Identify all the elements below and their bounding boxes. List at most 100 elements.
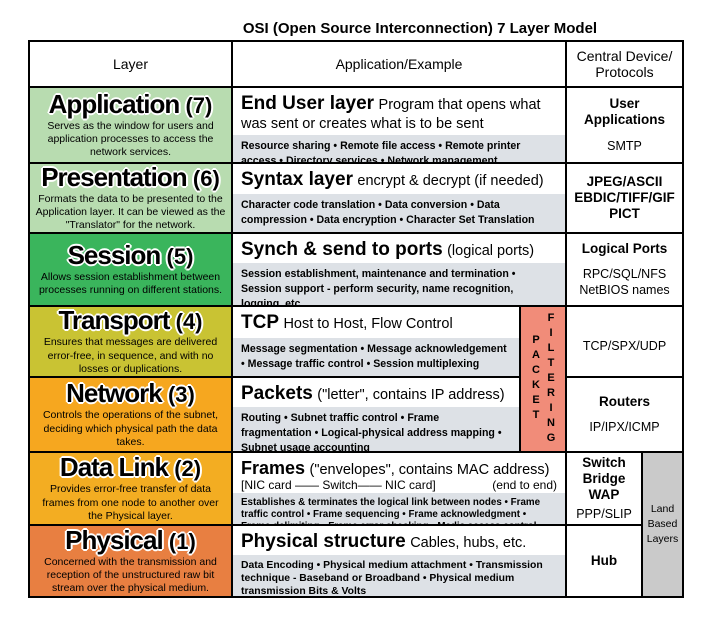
- example-details: Routing • Subnet traffic control • Frame…: [233, 406, 519, 451]
- example-heading: TCP Host to Host, Flow Control: [233, 307, 519, 336]
- device-cell-application: User Applications SMTP: [567, 88, 682, 162]
- layer-title-physical: Physical (1): [65, 526, 196, 555]
- device-label: User Applications: [583, 96, 665, 128]
- layer-description: Controls the operations of the subnet, d…: [42, 409, 219, 448]
- layer-cell-application: Application (7) Serves as the window for…: [30, 88, 231, 162]
- layer-name: Data Link: [59, 453, 169, 483]
- layer-cell-datalink: Data Link (2) Provides error-free transf…: [30, 453, 231, 524]
- example-heading: Synch & send to ports (logical ports): [233, 234, 565, 263]
- device-cell-physical: Hub: [567, 526, 641, 596]
- device-cell-network: Routers IP/IPX/ICMP: [567, 378, 682, 451]
- layer-name: Physical: [65, 526, 164, 555]
- device-cell-session: Logical Ports RPC/SQL/NFS NetBIOS names: [567, 234, 682, 305]
- packet-filtering-cell: PACKET FILTERING: [521, 307, 565, 451]
- layer-number: (3): [167, 382, 195, 408]
- layer-title-presentation: Presentation (6): [41, 164, 220, 191]
- header-application-example: Application/Example: [233, 42, 565, 86]
- header-layer: Layer: [30, 42, 231, 86]
- layer-number: (6): [192, 165, 220, 191]
- example-heading-title: Synch & send to ports: [241, 239, 443, 260]
- layer-number: (1): [168, 528, 196, 554]
- osi-model-table: Layer Application/Example Central Device…: [28, 40, 684, 598]
- device-label: Routers: [598, 393, 650, 409]
- example-details: Character code translation • Data conver…: [233, 194, 565, 232]
- protocols-label: SMTP: [607, 138, 642, 153]
- layer-title-application: Application (7): [48, 88, 213, 119]
- example-heading: Frames ("envelopes", contains MAC addres…: [233, 453, 565, 479]
- device-cell-presentation: JPEG/ASCII EBDIC/TIFF/GIF PICT: [567, 164, 682, 232]
- device-label: JPEG/ASCII EBDIC/TIFF/GIF PICT: [574, 173, 675, 222]
- layer-title-session: Session (5): [67, 239, 194, 270]
- example-heading-note: Cables, hubs, etc.: [410, 535, 527, 551]
- layer-cell-transport: Transport (4) Ensures that messages are …: [30, 307, 231, 376]
- device-label: Logical Ports: [581, 240, 668, 256]
- protocols-label: RPC/SQL/NFS NetBIOS names: [579, 266, 670, 298]
- layer-name: Presentation: [41, 164, 187, 192]
- layer-description: Formats the data to be presented to the …: [35, 192, 226, 232]
- device-label: Switch Bridge WAP: [582, 455, 626, 503]
- example-details: Message segmentation • Message acknowled…: [233, 338, 519, 376]
- example-details: Session establishment, maintenance and t…: [233, 262, 565, 305]
- example-heading: Packets ("letter", contains IP address): [233, 378, 519, 407]
- device-label: Hub: [590, 552, 618, 568]
- example-heading-title: TCP: [241, 312, 279, 333]
- example-heading: Syntax layer encrypt & decrypt (if neede…: [233, 164, 565, 193]
- example-details: Data Encoding • Physical medium attachme…: [233, 554, 565, 596]
- layer-description: Ensures that messages are delivered erro…: [43, 336, 218, 375]
- protocols-label: PPP/SLIP: [576, 506, 632, 521]
- example-details: Establishes & terminates the logical lin…: [233, 492, 565, 524]
- page-title: OSI (Open Source Interconnection) 7 Laye…: [242, 20, 598, 37]
- end-to-end-note: (end to end): [492, 478, 557, 493]
- example-cell-physical: Physical structure Cables, hubs, etc. Da…: [233, 526, 565, 596]
- layer-description: Concerned with the transmission and rece…: [44, 555, 217, 595]
- layer-title-network: Network (3): [66, 380, 195, 407]
- example-cell-transport: TCP Host to Host, Flow Control Message s…: [233, 307, 519, 376]
- layer-name: Network: [66, 378, 163, 409]
- packet-vertical-label: PACKET: [530, 334, 542, 424]
- example-heading-note: Program that opens what was sent or crea…: [241, 97, 541, 132]
- example-heading-title: Frames: [241, 458, 306, 478]
- device-cell-transport: TCP/SPX/UDP: [567, 307, 682, 376]
- example-heading-note: ("envelopes", contains MAC address): [309, 462, 550, 478]
- header-central-device: Central Device/ Protocols: [567, 42, 682, 86]
- layer-number: (2): [174, 456, 202, 482]
- device-cell-datalink: Switch Bridge WAP PPP/SLIP: [567, 453, 641, 524]
- example-heading-note: (logical ports): [447, 243, 535, 259]
- layer-description: Allows session establishment between pro…: [38, 271, 223, 297]
- example-heading: End User layer Program that opens what w…: [233, 88, 565, 135]
- layer-cell-network: Network (3) Controls the operations of t…: [30, 378, 231, 451]
- layer-name: Session: [67, 239, 162, 270]
- layer-name: Application: [48, 88, 181, 119]
- example-cell-network: Packets ("letter", contains IP address) …: [233, 378, 519, 451]
- nic-card-path: [NIC card —— Switch—— NIC card]: [241, 478, 436, 493]
- layer-cell-session: Session (5) Allows session establishment…: [30, 234, 231, 305]
- example-heading-title: End User layer: [241, 93, 375, 114]
- layer-number: (5): [166, 243, 194, 269]
- example-cell-application: End User layer Program that opens what w…: [233, 88, 565, 162]
- layer-description: Provides error-free transfer of data fra…: [42, 483, 219, 522]
- example-heading-note: Host to Host, Flow Control: [283, 316, 453, 332]
- example-heading: Physical structure Cables, hubs, etc.: [233, 526, 565, 555]
- layer-title-datalink: Data Link (2): [60, 454, 201, 481]
- layer-number: (4): [175, 309, 203, 335]
- example-heading-note: ("letter", contains IP address): [317, 387, 505, 403]
- nic-card-line: [NIC card —— Switch—— NIC card] (end to …: [233, 479, 565, 492]
- layer-description: Serves as the window for users and appli…: [47, 119, 214, 159]
- land-based-layers-cell: Land Based Layers: [643, 453, 682, 596]
- filtering-vertical-label: FILTERING: [545, 311, 557, 447]
- example-heading-note: encrypt & decrypt (if needed): [357, 173, 544, 189]
- layer-cell-physical: Physical (1) Concerned with the transmis…: [30, 526, 231, 596]
- protocols-label: IP/IPX/ICMP: [589, 419, 660, 434]
- layer-name: Transport: [58, 307, 170, 336]
- example-heading-title: Packets: [241, 383, 313, 404]
- example-cell-session: Synch & send to ports (logical ports) Se…: [233, 234, 565, 305]
- protocols-label: TCP/SPX/UDP: [582, 338, 667, 353]
- layer-cell-presentation: Presentation (6) Formats the data to be …: [30, 164, 231, 232]
- example-heading-title: Physical structure: [241, 531, 406, 552]
- layer-number: (7): [185, 92, 213, 118]
- layer-title-transport: Transport (4): [58, 307, 202, 334]
- example-cell-presentation: Syntax layer encrypt & decrypt (if neede…: [233, 164, 565, 232]
- example-details: Resource sharing • Remote file access • …: [233, 135, 565, 162]
- example-heading-title: Syntax layer: [241, 169, 353, 190]
- example-cell-datalink: Frames ("envelopes", contains MAC addres…: [233, 453, 565, 524]
